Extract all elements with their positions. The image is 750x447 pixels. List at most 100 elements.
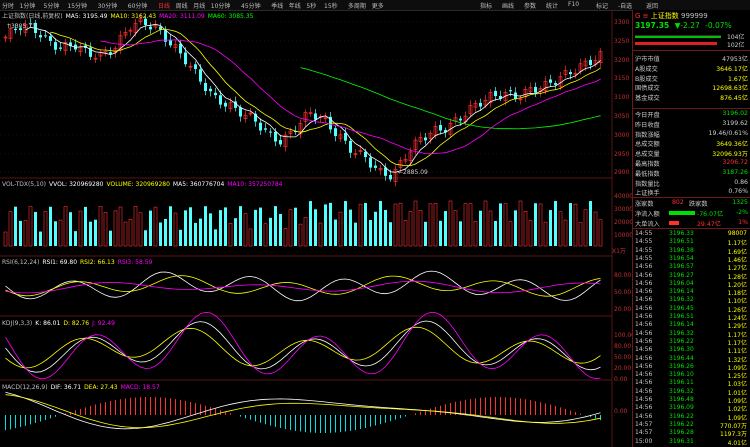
volume-bar [63,206,68,247]
main-chart-title: 上证指数(日线,前复权) [2,13,63,20]
toolbar-tab[interactable]: 参数 [524,3,537,10]
toolbar-tab[interactable]: 指标 [480,3,493,10]
period-tab[interactable]: 周线 [175,3,188,10]
stat-value: 0.76% [728,188,748,196]
kline-chart-svg[interactable] [0,10,632,447]
period-tab[interactable]: 日线 [158,3,171,10]
period-tab[interactable]: 1分钟 [19,3,36,10]
volume-bar [309,201,312,246]
candle-body [389,174,392,180]
quote-name: 上证指数 [650,12,679,20]
candle-body [349,140,352,153]
candle-body [279,140,282,145]
period-tab[interactable]: 60分钟 [127,3,148,10]
volume-bar [528,220,533,247]
legend-item: MACD: 18.57 [120,384,160,391]
volume-bar [19,220,22,246]
period-tab[interactable]: 5分钟 [43,3,60,10]
candle-body [554,82,557,85]
legend-item: DIF: 36.71 [50,384,82,391]
volume-bar [413,200,418,247]
volume-bar [113,210,118,247]
volume-bar [398,202,403,247]
period-tab[interactable]: 月线 [193,3,206,10]
volume-bar [279,213,282,246]
volume-bar [3,231,8,247]
volume-bar [479,210,482,246]
quote-index-tag: G ≡ [635,12,649,20]
candle-body [214,92,217,96]
legend-item: DEA: 27.43 [84,384,118,391]
period-tab[interactable]: 15分钟 [67,3,88,10]
stat-value: 3646.17亿 [716,65,748,73]
volume-bar [334,219,337,246]
candle-body [209,88,212,92]
toolbar-tab[interactable]: F10 [568,1,580,8]
period-tab[interactable]: 5秒 [306,3,317,10]
axis-tick-label: 0.00 [614,408,628,415]
candle-body [169,39,172,46]
period-tab[interactable]: 30分钟 [97,3,118,10]
volume-bar [98,206,103,247]
period-tab[interactable]: 年线 [288,3,301,10]
volume-bar [563,219,568,247]
legend-item: RSI(6,12,24) [2,259,40,266]
legend-item: VOL-TDX(5,10) [2,181,47,188]
volume-bar [523,211,528,247]
stat-value: 3196.02 [722,110,748,117]
period-tab[interactable]: 分时 [2,3,15,10]
volume-bar [569,203,572,246]
candle-body [243,114,248,119]
quote-change: ▼-2.27 [674,21,700,30]
volume-bar [28,206,33,247]
volume-bar [428,203,433,247]
tick-row: 14:55 3196.33 98007 [635,230,747,237]
toolbar-tab[interactable]: 统计 [546,3,559,10]
candle-body [499,95,502,99]
toolbar-tab[interactable]: 返回 [646,3,659,10]
toolbar-tab[interactable]: 标记 [596,3,609,10]
chart-area[interactable]: 上证指数(日线,前复权) MA5: 3195.49 MA10: 3162.43 MA2… [0,10,635,447]
stat-value: 1.67亿 [728,75,748,83]
volume-bar [543,221,548,247]
period-tab[interactable]: 45分钟 [241,3,261,10]
volume-bar [558,211,563,247]
period-toolbar: 分时 1分钟 5分钟 15分钟 30分钟 60分钟 日线 周线 月线 10分钟 45分钟 季线 年线 5秒… [0,0,750,11]
period-tab[interactable]: 多周期 [347,3,366,10]
candle-body [44,35,47,37]
candle-body [598,51,603,64]
rsi2-line [5,275,601,297]
candle-body [199,69,202,82]
toolbar-tab[interactable]: -自选 [618,3,633,10]
volume-bar [269,217,272,246]
candle-body [93,57,98,60]
period-tab[interactable]: 季线 [271,3,284,10]
legend-item: KDJ(9,3,3) [2,320,33,327]
period-tab[interactable]: 10分钟 [210,3,231,10]
candle-body [344,132,347,141]
axis-tick-label: 0.00 [614,376,628,383]
volume-bar [538,203,543,247]
volume-bar [14,206,17,246]
candle-body [298,123,303,135]
candle-body [179,43,182,54]
volume-bar [103,212,108,247]
volume-bar [374,211,377,246]
rsi1-line [5,270,601,302]
axis-tick-label: 20000 [614,219,634,226]
candle-body [63,42,68,51]
volume-bar [549,210,552,246]
period-tab[interactable]: 更多 [371,3,384,10]
period-tab[interactable]: 15秒 [324,3,338,10]
volume-bar [499,203,502,246]
stat-label: A股成交 [635,65,658,73]
candle-body [403,158,408,162]
candle-body [488,92,493,103]
stat-row: 总成交量 32096.93万 [635,149,748,158]
volume-bar [118,206,123,247]
axis-tick-label: 3100 [614,94,630,102]
candle-body [228,102,233,110]
toolbar-tab[interactable]: 画线 [502,3,515,10]
stat-label: 总成交额 [635,141,660,149]
volume-bar [503,203,508,247]
